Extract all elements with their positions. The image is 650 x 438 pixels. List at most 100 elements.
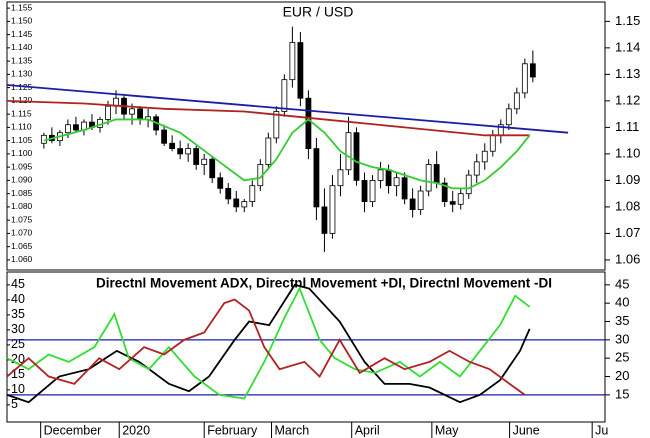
y-tick-label: 25 [11, 337, 25, 351]
y-tick-label: 1.135 [11, 55, 33, 65]
candle-body [249, 185, 256, 203]
candle-body [425, 164, 432, 192]
candle-body [361, 180, 368, 203]
y2-tick-label: 30 [615, 331, 629, 346]
y2-tick-label: 1.09 [615, 172, 640, 187]
candle-body [241, 201, 248, 208]
chart-title: EUR / USD [283, 4, 354, 20]
y-tick-label: 1.060 [11, 254, 33, 264]
y2-tick-label: 1.12 [615, 92, 640, 107]
y2-tick-label: 1.14 [615, 39, 640, 54]
candle-body [441, 182, 448, 203]
y-tick-label: 1.065 [11, 241, 33, 251]
x-tick-label: June [513, 423, 540, 437]
y2-tick-label: 40 [615, 295, 629, 310]
candle-body [233, 198, 240, 208]
candle-body [345, 132, 352, 171]
candle-body [401, 177, 408, 200]
line [6, 298, 526, 396]
y2-tick-label: 15 [615, 386, 629, 401]
x-tick-label: December [44, 423, 102, 437]
candle-body [513, 92, 520, 110]
x-tick-label: April [355, 423, 380, 437]
y2-tick-label: 45 [615, 276, 629, 291]
y2-tick-label: 1.15 [615, 13, 640, 28]
candle-body [473, 161, 480, 176]
y-tick-label: 1.140 [11, 42, 33, 52]
y-tick-label: 1.090 [11, 175, 33, 185]
candle-body [137, 108, 143, 120]
candle-body [521, 63, 528, 94]
candle-body [209, 158, 216, 179]
line [6, 283, 531, 404]
y-tick-label: 1.105 [11, 135, 33, 145]
y-tick-label: 1.095 [11, 161, 33, 171]
y2-tick-label: 1.10 [615, 145, 640, 160]
candle-body [217, 177, 224, 189]
candle-body [273, 111, 280, 139]
candle-body [529, 63, 536, 78]
x-tick-label: 2020 [122, 423, 150, 437]
candle-body [369, 180, 376, 203]
candle-body [281, 79, 288, 112]
candle-body [377, 169, 384, 181]
candle-body [393, 177, 400, 187]
candle-body [385, 169, 392, 187]
candle-body [265, 137, 272, 165]
y-tick-label: 1.115 [11, 108, 32, 118]
candle-body [329, 185, 336, 234]
line [43, 118, 531, 190]
y-tick-label: 1.130 [11, 69, 33, 79]
line [6, 84, 569, 134]
chart-title: Directnl Movement ADX, Directnl Movement… [96, 276, 552, 291]
y2-tick-label: 20 [615, 368, 629, 383]
x-tick-label: May [435, 423, 459, 437]
candle-body [169, 142, 176, 149]
indicator-panel [6, 271, 606, 423]
y-tick-label: 30 [11, 322, 25, 336]
y-tick-label: 1.070 [11, 228, 33, 238]
candle-body [409, 198, 416, 210]
x-tick-label: Ju [595, 423, 608, 437]
y2-tick-label: 1.07 [615, 225, 640, 240]
candle-body [201, 158, 208, 165]
y2-tick-label: 1.06 [615, 251, 640, 266]
y-tick-label: 5 [11, 397, 18, 411]
y-tick-label: 35 [11, 307, 25, 321]
y-tick-label: 1.110 [11, 122, 32, 132]
y2-tick-label: 25 [615, 350, 629, 365]
line [6, 286, 531, 400]
candle-body [321, 206, 328, 234]
y-tick-label: 15 [11, 367, 25, 381]
y-tick-label: 1.155 [11, 2, 33, 12]
candle-body [465, 174, 472, 195]
candle-body [313, 148, 320, 208]
x-tick-label: February [207, 423, 258, 437]
y-tick-label: 1.075 [11, 214, 33, 224]
y-tick-label: 10 [11, 382, 25, 396]
y2-tick-label: 1.11 [615, 119, 639, 134]
candle-body [65, 124, 71, 134]
candle-body [193, 148, 200, 165]
candle-body [185, 148, 192, 155]
y-tick-label: 40 [11, 292, 25, 306]
candle-body [289, 42, 296, 81]
candle-body [129, 108, 135, 115]
y-tick-label: 1.120 [11, 95, 33, 105]
candle-body [161, 129, 168, 144]
y-tick-label: 1.085 [11, 188, 33, 198]
candle-body [353, 132, 360, 181]
candle-body [505, 108, 512, 126]
line [6, 99, 530, 137]
candle-body [417, 190, 424, 210]
candle-body [73, 124, 79, 131]
candle-body [305, 97, 312, 149]
y-tick-label: 1.100 [11, 148, 33, 158]
candle-body [105, 105, 111, 120]
y-tick-label: 1.150 [11, 16, 33, 26]
candle-body [337, 169, 344, 187]
y2-tick-label: 35 [615, 313, 629, 328]
y2-tick-label: 1.13 [615, 66, 640, 81]
y-tick-label: 1.145 [11, 29, 33, 39]
